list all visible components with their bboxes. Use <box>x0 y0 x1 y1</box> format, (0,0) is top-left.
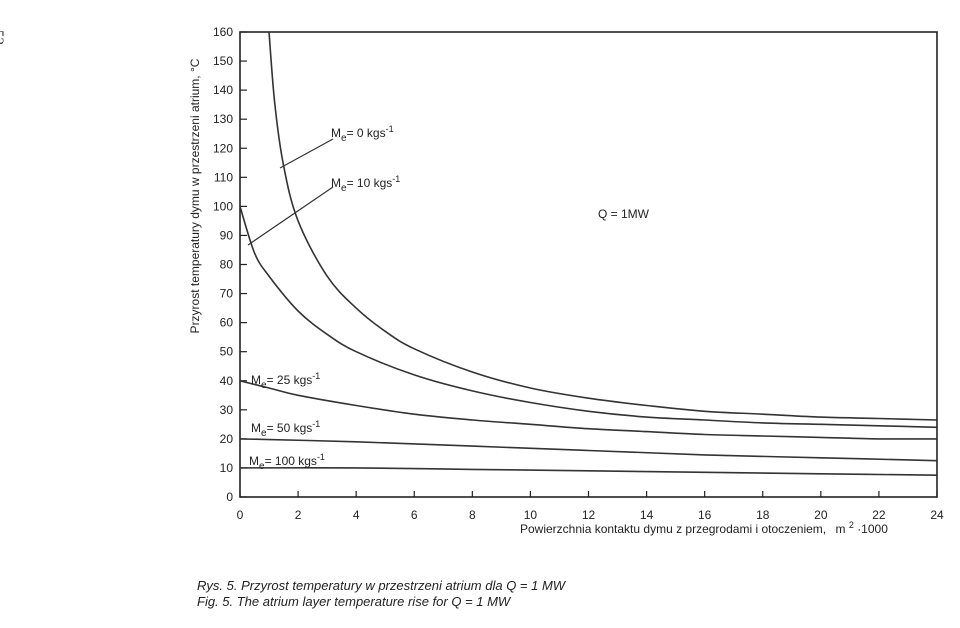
series-label-exponent: -1 <box>392 174 400 184</box>
x-tick-label: 14 <box>640 508 654 522</box>
x-tick-label: 10 <box>524 508 538 522</box>
x-tick-label: 24 <box>930 508 944 522</box>
y-tick-label: 50 <box>220 345 234 359</box>
x-tick-label: 20 <box>814 508 828 522</box>
series-line-0 <box>268 31 938 421</box>
x-axis-ticks: 0 2 4 6 8 10 12 14 16 18 20 22 24 <box>237 491 944 522</box>
leader-line-0 <box>279 138 334 169</box>
y-tick-label: 100 <box>213 199 233 213</box>
figure-caption-polish: Rys. 5. Przyrost temperatury w przestrze… <box>197 578 566 593</box>
y-tick-label: 30 <box>220 403 234 417</box>
series-label-subscript: e <box>341 183 347 194</box>
series-label-exponent: -1 <box>317 452 325 462</box>
y-tick-label: 10 <box>220 461 234 475</box>
y-tick-label: 60 <box>220 316 234 330</box>
series-label-subscript: e <box>259 461 265 472</box>
series-label-2: Me= 25 kgs-1 <box>251 371 320 391</box>
x-tick-label: 0 <box>237 508 244 522</box>
series-label-base: M <box>251 373 261 387</box>
y-tick-label: 40 <box>220 374 234 388</box>
series-label-subscript: e <box>341 133 347 144</box>
y-axis-ticks: 0 10 20 30 40 50 60 70 80 90 100 110 120 130 140 150 160 <box>213 25 247 504</box>
x-axis-unit-exponent: 2 <box>849 520 854 530</box>
plot-frame <box>239 31 938 498</box>
x-tick-label: 12 <box>582 508 596 522</box>
y-tick-label: 150 <box>213 54 233 68</box>
series-label-base: M <box>331 176 341 190</box>
series-lines <box>239 31 938 476</box>
x-tick-label: 4 <box>353 508 360 522</box>
q-annotation: Q = 1MW <box>598 207 650 221</box>
y-tick-label: 120 <box>213 141 233 155</box>
series-line-2 <box>239 380 938 440</box>
series-label-text: = 50 kgs <box>267 421 313 435</box>
series-label-base: M <box>251 421 261 435</box>
x-tick-label: 2 <box>295 508 302 522</box>
x-axis-unit-base: m <box>835 522 845 536</box>
series-label-text: = 0 kgs <box>347 126 386 140</box>
x-tick-label: 16 <box>698 508 712 522</box>
series-label-text: = 10 kgs <box>347 176 393 190</box>
y-tick-label: 20 <box>220 432 234 446</box>
series-label-3: Me= 50 kgs-1 <box>251 419 320 439</box>
x-axis-label: Powierzchnia kontaktu dymu z przegrodami… <box>520 517 888 536</box>
x-tick-label: 22 <box>872 508 886 522</box>
series-label-exponent: -1 <box>386 124 394 134</box>
figure-caption-english: Fig. 5. The atrium layer temperature ris… <box>197 594 511 609</box>
y-tick-label: 140 <box>213 83 233 97</box>
x-tick-label: 6 <box>411 508 418 522</box>
series-label-subscript: e <box>261 380 267 391</box>
y-tick-label: 130 <box>213 112 233 126</box>
series-label-exponent: -1 <box>312 371 320 381</box>
series-labels: Me= 0 kgs-1Me= 10 kgs-1Me= 25 kgs-1Me= 5… <box>249 124 400 472</box>
x-tick-label: 8 <box>469 508 476 522</box>
x-axis-unit-suffix: ·1000 <box>857 522 888 536</box>
label-leaders <box>247 138 334 246</box>
y-tick-label: 70 <box>220 287 234 301</box>
series-line-4 <box>239 467 938 476</box>
series-line-3 <box>239 438 938 462</box>
series-line-1 <box>239 206 938 429</box>
series-label-text: = 100 kgs <box>265 454 317 468</box>
y-tick-label: 110 <box>214 170 233 184</box>
series-label-text: = 25 kgs <box>267 373 313 387</box>
y-tick-label: 90 <box>220 228 234 242</box>
series-label-base: M <box>331 126 341 140</box>
series-label-exponent: -1 <box>312 419 320 429</box>
x-tick-label: 18 <box>756 508 770 522</box>
series-label-0: Me= 0 kgs-1 <box>331 124 394 144</box>
y-tick-label: 160 <box>213 25 233 39</box>
y-tick-label: 80 <box>220 258 234 272</box>
leader-line-1 <box>247 186 334 246</box>
x-axis-label-text: Powierzchnia kontaktu dymu z przegrodami… <box>520 522 826 536</box>
series-label-1: Me= 10 kgs-1 <box>331 174 400 194</box>
y-tick-label: 0 <box>226 490 233 504</box>
series-label-base: M <box>249 454 259 468</box>
y-axis-label: Przyrost temperatury dymu w przestrzeni … <box>188 58 202 333</box>
series-label-4: Me= 100 kgs-1 <box>249 452 325 472</box>
series-label-subscript: e <box>261 428 267 439</box>
